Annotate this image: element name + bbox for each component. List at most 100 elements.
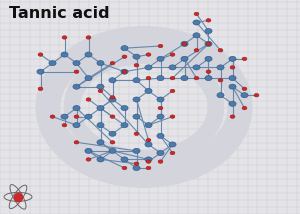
- Circle shape: [182, 42, 187, 46]
- Circle shape: [110, 115, 115, 118]
- Circle shape: [146, 76, 151, 80]
- Circle shape: [133, 148, 140, 153]
- Circle shape: [73, 106, 80, 111]
- Circle shape: [74, 70, 79, 73]
- Circle shape: [157, 150, 164, 156]
- Circle shape: [206, 19, 211, 22]
- Circle shape: [110, 61, 115, 65]
- Circle shape: [170, 76, 175, 80]
- Circle shape: [98, 89, 103, 93]
- Circle shape: [49, 61, 56, 66]
- Circle shape: [133, 165, 140, 171]
- Circle shape: [181, 41, 188, 46]
- Circle shape: [109, 148, 116, 153]
- Circle shape: [73, 84, 80, 89]
- Circle shape: [122, 55, 127, 58]
- Circle shape: [110, 141, 115, 144]
- Circle shape: [158, 44, 163, 48]
- Circle shape: [157, 114, 164, 119]
- Circle shape: [121, 123, 128, 128]
- Circle shape: [109, 131, 116, 136]
- Circle shape: [85, 114, 92, 119]
- Circle shape: [194, 12, 199, 16]
- Circle shape: [146, 160, 151, 163]
- Circle shape: [38, 53, 43, 56]
- Circle shape: [181, 56, 188, 61]
- Circle shape: [229, 56, 236, 61]
- Circle shape: [145, 88, 152, 94]
- Circle shape: [206, 42, 211, 46]
- Circle shape: [169, 65, 176, 70]
- Circle shape: [134, 64, 139, 67]
- Circle shape: [218, 49, 223, 52]
- Circle shape: [74, 141, 79, 144]
- Circle shape: [170, 115, 175, 118]
- Circle shape: [121, 157, 128, 162]
- Circle shape: [157, 97, 164, 102]
- Circle shape: [121, 106, 128, 111]
- Circle shape: [229, 101, 236, 106]
- Circle shape: [242, 57, 247, 61]
- Circle shape: [218, 79, 223, 82]
- Circle shape: [122, 70, 127, 73]
- Circle shape: [38, 87, 43, 91]
- Circle shape: [97, 157, 104, 162]
- Circle shape: [170, 53, 175, 56]
- Circle shape: [217, 65, 224, 70]
- Circle shape: [242, 87, 247, 91]
- Circle shape: [133, 54, 140, 59]
- Circle shape: [145, 123, 152, 128]
- Point: [16, 195, 20, 199]
- Circle shape: [254, 94, 259, 97]
- Circle shape: [229, 76, 236, 81]
- Circle shape: [145, 157, 152, 162]
- Circle shape: [37, 69, 44, 74]
- Circle shape: [217, 93, 224, 98]
- Circle shape: [121, 69, 128, 74]
- Circle shape: [193, 33, 200, 38]
- Circle shape: [74, 115, 79, 118]
- Text: Tannic acid: Tannic acid: [9, 6, 109, 21]
- Circle shape: [158, 160, 163, 163]
- Circle shape: [109, 97, 116, 102]
- Circle shape: [86, 98, 91, 101]
- Circle shape: [205, 41, 212, 46]
- Circle shape: [145, 142, 152, 147]
- Circle shape: [205, 76, 212, 81]
- Circle shape: [122, 166, 127, 170]
- Circle shape: [133, 97, 140, 102]
- Circle shape: [229, 84, 236, 89]
- Circle shape: [134, 162, 139, 165]
- Circle shape: [61, 114, 68, 119]
- Circle shape: [121, 46, 128, 51]
- Circle shape: [85, 76, 92, 81]
- Circle shape: [146, 53, 151, 56]
- Circle shape: [73, 123, 80, 128]
- Circle shape: [86, 158, 91, 161]
- Circle shape: [50, 115, 55, 118]
- Circle shape: [85, 52, 92, 57]
- Circle shape: [73, 61, 80, 66]
- Circle shape: [134, 132, 139, 135]
- Circle shape: [194, 49, 199, 52]
- Circle shape: [146, 138, 151, 142]
- Circle shape: [157, 133, 164, 138]
- Circle shape: [170, 151, 175, 155]
- Circle shape: [61, 52, 68, 57]
- Circle shape: [109, 78, 116, 83]
- Circle shape: [133, 78, 140, 83]
- Circle shape: [97, 84, 104, 89]
- Circle shape: [97, 123, 104, 128]
- Circle shape: [62, 36, 67, 39]
- Circle shape: [97, 106, 104, 111]
- Circle shape: [206, 70, 211, 73]
- Circle shape: [181, 76, 188, 81]
- Circle shape: [86, 36, 91, 39]
- Circle shape: [230, 66, 235, 69]
- Circle shape: [169, 142, 176, 147]
- Circle shape: [158, 106, 163, 110]
- Circle shape: [194, 76, 199, 80]
- Circle shape: [133, 114, 140, 119]
- Circle shape: [193, 65, 200, 70]
- Circle shape: [110, 96, 115, 99]
